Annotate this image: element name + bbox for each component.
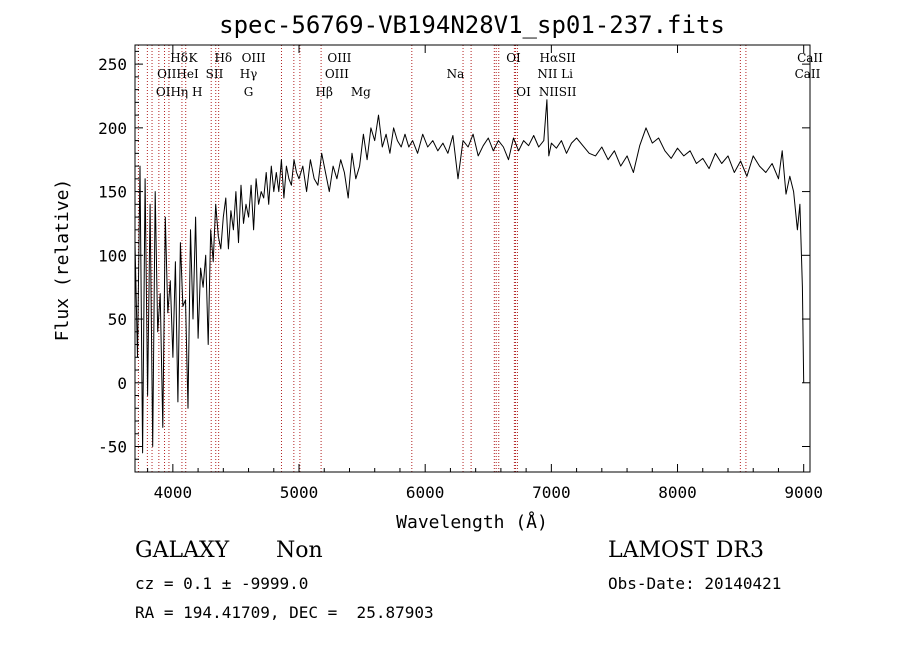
spectral-line-label: OIII — [327, 51, 351, 65]
spectral-line-label: Mg — [351, 85, 371, 99]
y-tick-label: 50 — [108, 310, 127, 329]
x-tick-label: 9000 — [784, 483, 823, 502]
x-tick-label: 6000 — [406, 483, 445, 502]
x-tick-label: 8000 — [658, 483, 697, 502]
spectral-line-label: Hδ — [214, 51, 232, 65]
object-class: GALAXY — [135, 538, 230, 563]
plot-frame — [134, 44, 811, 473]
spectral-line-label: NII Li — [537, 67, 573, 81]
y-tick-label: 0 — [117, 374, 127, 393]
x-axis-ticks: 4000 5000 6000 7000 8000 9000 — [147, 45, 823, 502]
obs-date: Obs-Date: 20140421 — [608, 574, 782, 593]
spectral-line-label: OIHη H — [156, 85, 203, 99]
spectral-line-label: Na — [447, 67, 465, 81]
spectral-line-label: G — [244, 85, 254, 99]
spectral-line-label: HαSII — [540, 51, 577, 65]
object-subclass: Non — [276, 538, 323, 563]
y-tick-label: 250 — [98, 55, 127, 74]
coordinates-line: RA = 194.41709, DEC = 25.87903 — [135, 603, 434, 622]
series-flux — [134, 99, 805, 454]
x-tick-label: 5000 — [280, 483, 319, 502]
x-tick-label: 7000 — [532, 483, 571, 502]
y-axis-ticks: -50 0 50 100 150 200 250 — [98, 50, 810, 460]
x-tick-label: 4000 — [154, 483, 193, 502]
y-axis-label: Flux (relative) — [52, 179, 73, 342]
x-axis-label: Wavelength (Å) — [396, 511, 548, 533]
spectral-line-label: CaII — [795, 67, 821, 81]
y-tick-label: -50 — [98, 438, 127, 457]
flux-series — [134, 99, 805, 454]
spectral-line-label: Hβ — [316, 85, 333, 99]
y-tick-label: 200 — [98, 119, 127, 138]
spectral-line-label: Hγ — [240, 67, 258, 81]
spectral-line-label: OIIHeI — [157, 67, 199, 81]
spectral-line-label: SII — [206, 67, 224, 81]
spectral-line-label: Hδ — [170, 51, 188, 65]
survey-name: LAMOST DR3 — [608, 538, 764, 563]
spectral-line-label: CaII — [797, 51, 823, 65]
y-tick-label: 150 — [98, 183, 127, 202]
spectral-line-label: OI — [506, 51, 521, 65]
emission-line-markers — [137, 45, 747, 472]
redshift-line: cz = 0.1 ± -9999.0 — [135, 574, 309, 593]
chart-title: spec-56769-VB194N28V1_sp01-237.fits — [219, 11, 725, 39]
spectral-line-label: OIII — [325, 67, 349, 81]
spectral-line-label: OI — [516, 85, 531, 99]
spectral-line-label: NIISII — [539, 85, 577, 99]
spectral-line-label: OIII — [242, 51, 266, 65]
spectral-line-label: K — [189, 51, 199, 65]
y-tick-label: 100 — [98, 246, 127, 265]
